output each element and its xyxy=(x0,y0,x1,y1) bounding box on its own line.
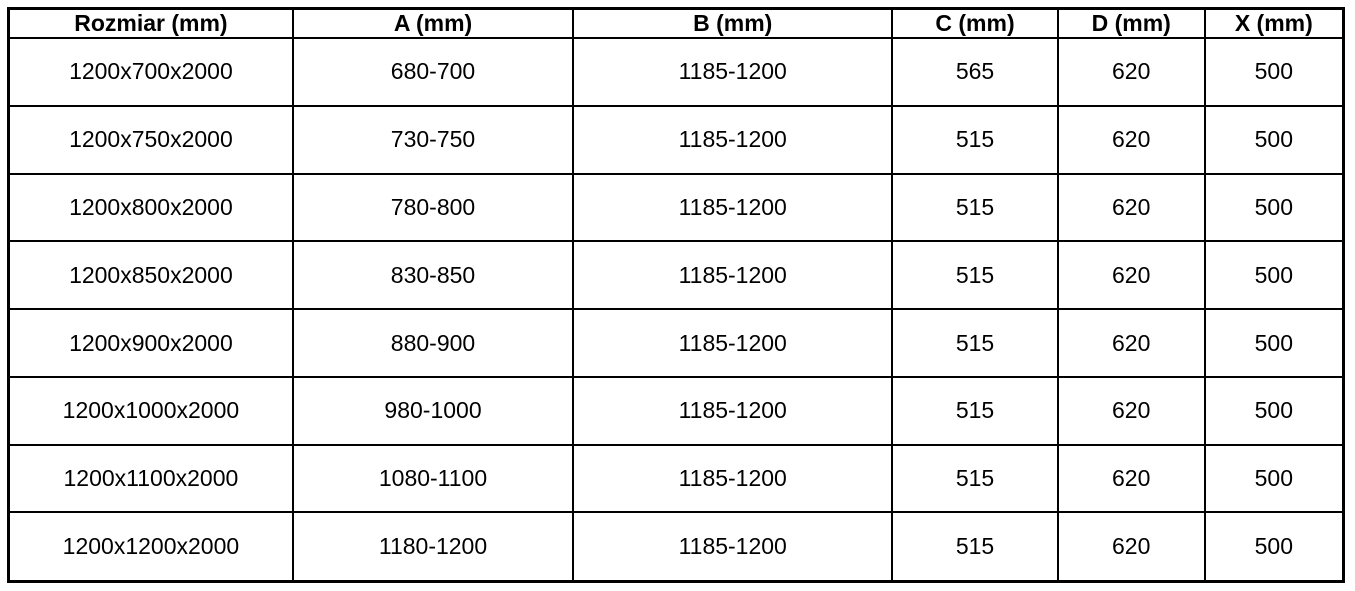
table-cell: 1200x750x2000 xyxy=(7,104,294,175)
table-cell: 1180-1200 xyxy=(291,511,575,583)
table-cell: 515 xyxy=(891,375,1059,446)
table-cell: 500 xyxy=(1203,37,1345,107)
table-row: 1200x800x2000 780-800 1185-1200 515 620 500 xyxy=(7,172,1345,243)
column-header: Rozmiar (mm) xyxy=(7,7,294,39)
table-cell: 515 xyxy=(891,240,1059,311)
table-row: 1200x850x2000 830-850 1185-1200 515 620 500 xyxy=(7,240,1345,311)
table-cell: 500 xyxy=(1203,240,1345,311)
table-cell: 1200x1100x2000 xyxy=(7,443,294,514)
table-cell: 1200x800x2000 xyxy=(7,172,294,243)
column-header: B (mm) xyxy=(572,7,894,39)
table-cell: 1185-1200 xyxy=(572,308,894,378)
table-cell: 830-850 xyxy=(291,240,575,311)
table-cell: 1185-1200 xyxy=(572,375,894,446)
table-cell: 565 xyxy=(891,37,1059,107)
table-cell: 620 xyxy=(1056,172,1206,243)
table-cell: 1185-1200 xyxy=(572,104,894,175)
column-header: D (mm) xyxy=(1056,7,1206,39)
table-cell: 515 xyxy=(891,308,1059,378)
table-cell: 500 xyxy=(1203,443,1345,514)
table-cell: 515 xyxy=(891,443,1059,514)
column-header: X (mm) xyxy=(1203,7,1345,39)
table-cell: 1080-1100 xyxy=(291,443,575,514)
table-cell: 1185-1200 xyxy=(572,172,894,243)
table-cell: 980-1000 xyxy=(291,375,575,446)
table-cell: 780-800 xyxy=(291,172,575,243)
table-cell: 620 xyxy=(1056,308,1206,378)
table-cell: 1200x900x2000 xyxy=(7,308,294,378)
table-row: 1200x700x2000 680-700 1185-1200 565 620 500 xyxy=(7,37,1345,107)
table-cell: 515 xyxy=(891,172,1059,243)
column-header: A (mm) xyxy=(291,7,575,39)
table-row: 1200x1200x2000 1180-1200 1185-1200 515 620 50… xyxy=(7,511,1345,583)
table-row: 1200x750x2000 730-750 1185-1200 515 620 500 xyxy=(7,104,1345,175)
table-cell: 1185-1200 xyxy=(572,240,894,311)
table-cell: 620 xyxy=(1056,240,1206,311)
table-cell: 515 xyxy=(891,511,1059,583)
table-cell: 1200x700x2000 xyxy=(7,37,294,107)
table-cell: 620 xyxy=(1056,511,1206,583)
table-cell: 500 xyxy=(1203,172,1345,243)
table-cell: 680-700 xyxy=(291,37,575,107)
table-cell: 730-750 xyxy=(291,104,575,175)
table-cell: 515 xyxy=(891,104,1059,175)
column-header: C (mm) xyxy=(891,7,1059,39)
table-cell: 1200x850x2000 xyxy=(7,240,294,311)
table-row: 1200x1100x2000 1080-1100 1185-1200 515 620 50… xyxy=(7,443,1345,514)
table-cell: 500 xyxy=(1203,375,1345,446)
size-table: Rozmiar (mm) A (mm) B (mm) C (mm) D (mm) X (m… xyxy=(7,7,1345,583)
table-cell: 500 xyxy=(1203,104,1345,175)
header-row: Rozmiar (mm) A (mm) B (mm) C (mm) D (mm) X (m… xyxy=(7,7,1345,39)
table-cell: 620 xyxy=(1056,443,1206,514)
table-cell: 1200x1000x2000 xyxy=(7,375,294,446)
table-cell: 620 xyxy=(1056,104,1206,175)
table-cell: 1185-1200 xyxy=(572,443,894,514)
table-cell: 620 xyxy=(1056,37,1206,107)
table-cell: 620 xyxy=(1056,375,1206,446)
table-cell: 1185-1200 xyxy=(572,37,894,107)
table-cell: 880-900 xyxy=(291,308,575,378)
table-header: Rozmiar (mm) A (mm) B (mm) C (mm) D (mm) X (m… xyxy=(7,7,1345,39)
table-cell: 500 xyxy=(1203,308,1345,378)
table-row: 1200x1000x2000 980-1000 1185-1200 515 620 500 xyxy=(7,375,1345,446)
table-row: 1200x900x2000 880-900 1185-1200 515 620 500 xyxy=(7,308,1345,378)
table-cell: 500 xyxy=(1203,511,1345,583)
table-cell: 1200x1200x2000 xyxy=(7,511,294,583)
table-cell: 1185-1200 xyxy=(572,511,894,583)
table-body: 1200x700x2000 680-700 1185-1200 565 620 500 12… xyxy=(7,37,1345,583)
